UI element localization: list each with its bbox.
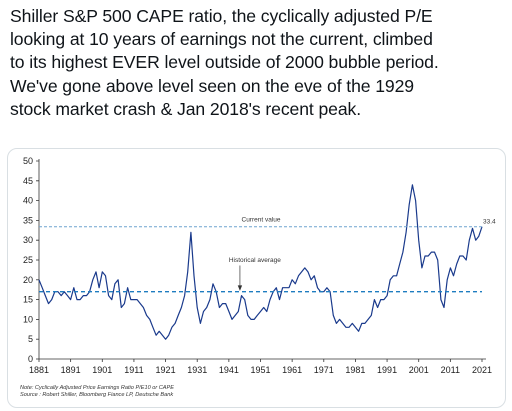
x-tick-label: 1901 (92, 365, 112, 375)
x-tick-label: 2001 (409, 365, 429, 375)
annotation-arrow-head (237, 285, 243, 291)
x-tick-label: 1951 (250, 365, 270, 375)
chart-notes: Note: Cyclically Adjusted Price Earnings… (20, 385, 174, 399)
cape-series-line (38, 184, 483, 340)
y-tick-label: 15 (23, 295, 33, 305)
x-tick-label: 2021 (472, 365, 492, 375)
y-tick-label: 30 (23, 235, 33, 245)
tweet-line: We've gone above level seen on the eve o… (10, 75, 414, 96)
tweet-line: Shiller S&P 500 CAPE ratio, the cyclical… (10, 6, 433, 26)
x-tick-label: 1981 (345, 365, 365, 375)
y-tick-label: 20 (23, 275, 33, 285)
x-tick-label: 1881 (29, 365, 49, 375)
y-tick-label: 25 (23, 255, 33, 265)
tweet-line: looking at 10 years of earnings not the … (10, 29, 433, 50)
historical-average-annotation: Historical average (229, 257, 281, 264)
tweet-line: stock market crash & Jan 2018's recent p… (10, 98, 362, 119)
cape-ratio-chart: 0 5 10 15 20 25 30 35 40 45 50 1881 1891 1901 1911 1921… (23, 156, 496, 375)
x-tick-label: 1961 (282, 365, 302, 375)
x-tick-label: 1931 (187, 365, 207, 375)
y-tick-label: 50 (23, 156, 33, 166)
x-tick-label: 1891 (61, 365, 81, 375)
x-tick-label: 1921 (156, 365, 176, 375)
x-tick-label: 1911 (124, 365, 143, 375)
x-tick-label: 2011 (441, 365, 460, 375)
chart-image-card[interactable]: 0 5 10 15 20 25 30 35 40 45 50 1881 1891 1901 1911 1921… (7, 148, 506, 408)
y-tick-label: 10 (23, 314, 33, 324)
y-tick-label: 0 (28, 354, 33, 364)
tweet-text: Shiller S&P 500 CAPE ratio, the cyclical… (10, 5, 504, 121)
y-tick-label: 45 (23, 176, 33, 186)
tweet-line: to its highest EVER level outside of 200… (10, 52, 439, 73)
x-tick-label: 1971 (314, 365, 334, 375)
x-tick-label: 1991 (377, 365, 397, 375)
y-tick-label: 35 (23, 215, 33, 225)
chart-source: Source : Robert Shiller, Bloomberg Fianc… (20, 392, 174, 398)
current-value-number: 33.4 (483, 219, 496, 226)
chart-note: Note: Cyclically Adjusted Price Earnings… (20, 385, 174, 391)
y-tick-label: 5 (28, 334, 33, 344)
current-value-annotation: Current value (242, 217, 281, 224)
x-tick-label: 1941 (219, 365, 239, 375)
y-tick-label: 40 (23, 196, 33, 206)
